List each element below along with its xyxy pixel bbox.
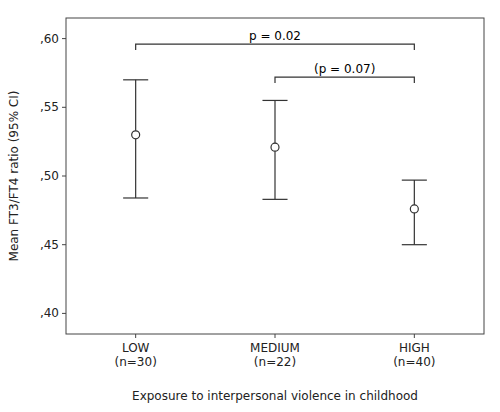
significance-bracket — [136, 44, 415, 50]
y-axis-label: Mean FT3/FT4 ratio (95% CI) — [7, 91, 21, 262]
significance-bracket — [275, 77, 414, 83]
x-tick-label-line: MEDIUM — [250, 341, 300, 355]
x-tick-label-line: LOW — [122, 341, 150, 355]
error-cap-lower — [123, 197, 148, 198]
y-tick-label: ,40 — [40, 306, 59, 320]
y-tick-label: ,60 — [40, 32, 59, 46]
chart: ,40 ,45 ,50 ,55 ,60 LOW(n=30) MEDIUM(n=22) HIGH… — [0, 0, 500, 412]
x-tick-label: LOW(n=30) — [115, 341, 157, 369]
mean-point — [271, 143, 279, 151]
error-cap-upper — [402, 180, 427, 181]
x-tick-label-line: (n=22) — [254, 355, 296, 369]
x-tick-label-line: HIGH — [399, 341, 430, 355]
error-cap-lower — [262, 199, 287, 200]
error-cap-lower — [402, 244, 427, 245]
plot-marks — [123, 44, 427, 245]
plot-frame — [66, 18, 484, 334]
y-tick — [62, 313, 66, 314]
y-tick-label: ,50 — [40, 169, 59, 183]
x-tick-label: MEDIUM(n=22) — [250, 341, 300, 369]
x-tick-label: HIGH(n=40) — [393, 341, 435, 369]
error-cap-upper — [123, 79, 148, 80]
y-tick — [62, 176, 66, 177]
y-tick — [62, 244, 66, 245]
significance-label: p = 0.02 — [249, 29, 301, 43]
mean-point — [410, 205, 418, 213]
x-axis-label: Exposure to interpersonal violence in ch… — [132, 389, 418, 403]
x-tick — [414, 334, 415, 338]
y-tick-label: ,45 — [40, 238, 59, 252]
x-tick — [135, 334, 136, 338]
y-tick — [62, 107, 66, 108]
error-cap-upper — [262, 100, 287, 101]
x-tick-label-line: (n=40) — [393, 355, 435, 369]
y-tick-label: ,55 — [40, 100, 59, 114]
y-tick — [62, 38, 66, 39]
x-tick-label-line: (n=30) — [115, 355, 157, 369]
significance-label: (p = 0.07) — [314, 62, 375, 76]
x-tick — [275, 334, 276, 338]
mean-point — [132, 131, 140, 139]
